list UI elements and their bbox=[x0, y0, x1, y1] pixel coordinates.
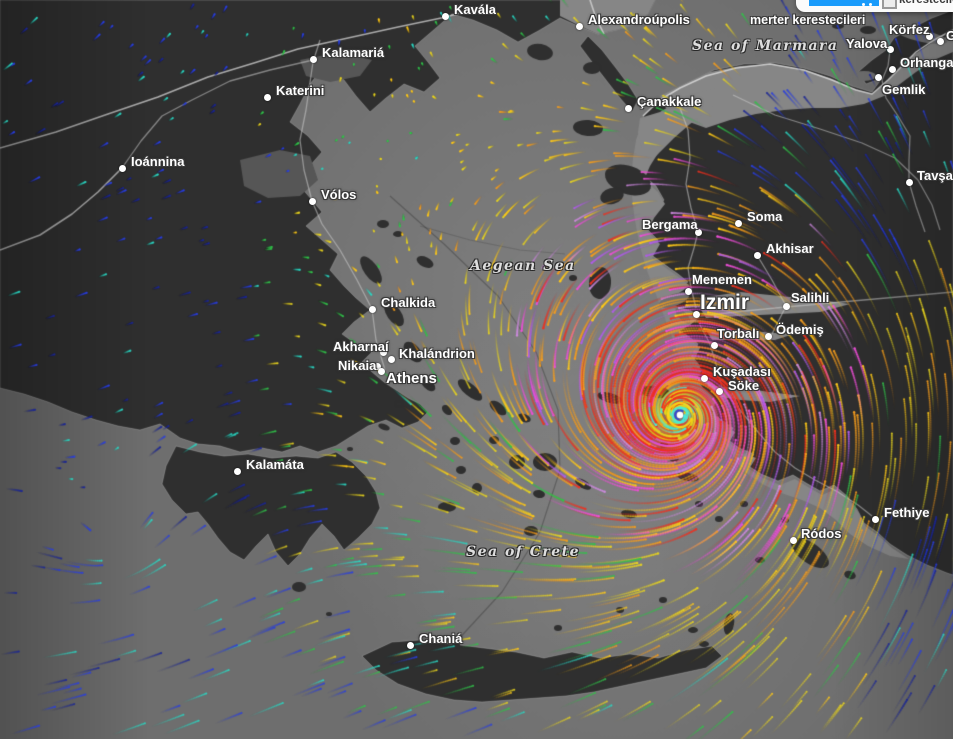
suggestion-favicon bbox=[882, 0, 897, 9]
selection-dot bbox=[869, 3, 872, 6]
suggestion-text[interactable]: kerestecile bbox=[899, 0, 953, 6]
search-suggestion-bar[interactable]: kerestecile bbox=[796, 0, 953, 12]
selected-text-highlight bbox=[809, 0, 879, 6]
selection-dot bbox=[862, 3, 865, 6]
